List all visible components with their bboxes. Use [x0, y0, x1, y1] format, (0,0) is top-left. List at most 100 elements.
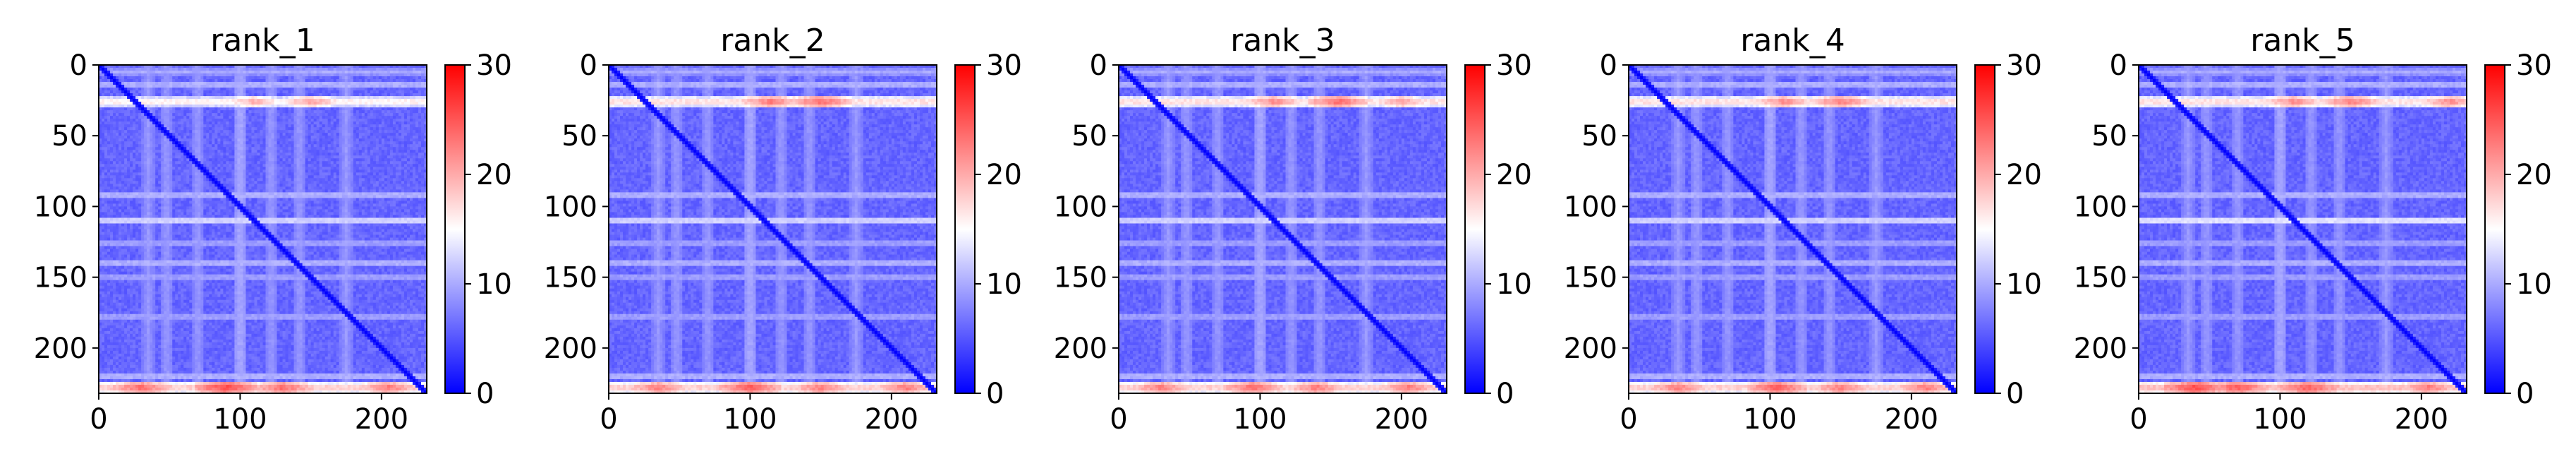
heatmap-cell — [311, 93, 315, 97]
heatmap-cell — [152, 88, 156, 91]
heatmap-cell — [214, 85, 218, 88]
heatmap-cell — [147, 96, 150, 100]
heatmap-cell — [209, 68, 212, 71]
heatmap-cell — [198, 79, 201, 83]
heatmap-cell — [183, 82, 187, 85]
heatmap-cell — [382, 79, 385, 83]
heatmap-cell — [251, 68, 255, 71]
heatmap-cell — [328, 71, 332, 74]
heatmap-cell — [226, 93, 229, 97]
heatmap-cell — [152, 71, 156, 74]
heatmap-cell — [336, 96, 340, 100]
heatmap-cell — [342, 68, 346, 71]
heatmap-cell — [110, 96, 114, 100]
heatmap-cell — [288, 68, 292, 71]
heatmap-cell — [150, 96, 153, 100]
heatmap-cell — [181, 93, 184, 97]
heatmap-cell — [286, 82, 289, 85]
heatmap-cell — [217, 96, 221, 100]
heatmap-cell — [217, 82, 221, 85]
heatmap-cell — [311, 68, 315, 71]
heatmap-cell — [104, 76, 108, 80]
heatmap-cell — [294, 82, 298, 85]
heatmap-cell — [245, 68, 249, 71]
heatmap-cell — [107, 88, 111, 91]
heatmap-cell — [351, 88, 354, 91]
heatmap-cell — [121, 85, 125, 88]
heatmap-cell — [135, 90, 139, 94]
heatmap-cell — [367, 88, 371, 91]
heatmap-cell — [300, 73, 303, 77]
heatmap-cell — [212, 71, 215, 74]
heatmap-cell — [334, 93, 337, 97]
heatmap-cell — [353, 73, 357, 77]
heatmap-cell — [220, 82, 224, 85]
heatmap-cell — [396, 85, 399, 88]
heatmap-cell — [203, 93, 207, 97]
heatmap-cell — [317, 88, 320, 91]
heatmap-cell — [365, 90, 368, 94]
heatmap-cell — [365, 82, 368, 85]
heatmap-cell — [413, 88, 416, 91]
heatmap-cell — [263, 90, 267, 94]
heatmap-cell — [370, 90, 374, 94]
heatmap-cell — [351, 85, 354, 88]
heatmap-cell — [217, 68, 221, 71]
heatmap-cell — [322, 90, 326, 94]
heatmap-cell — [192, 93, 195, 97]
heatmap-cell — [376, 82, 379, 85]
heatmap-cell — [286, 68, 289, 71]
heatmap-cell — [291, 79, 295, 83]
heatmap-cell — [415, 90, 419, 94]
heatmap-cell — [102, 79, 105, 83]
heatmap-cell — [198, 73, 201, 77]
heatmap-cell — [212, 68, 215, 71]
heatmap-cell — [353, 88, 357, 91]
heatmap-cell — [353, 82, 357, 85]
heatmap-panel-1: rank_10 100 2000501001502000102030 — [34, 23, 512, 436]
heatmap-cell — [384, 88, 388, 91]
heatmap-cell — [135, 88, 139, 91]
heatmap-cell — [206, 93, 209, 97]
heatmap-cell — [254, 73, 257, 77]
heatmap-cell — [200, 76, 204, 80]
heatmap-cell — [231, 76, 235, 80]
heatmap-cell — [320, 93, 323, 97]
heatmap-cell — [203, 85, 207, 88]
heatmap-cell — [367, 68, 371, 71]
heatmap-cell — [418, 88, 422, 91]
heatmap-cell — [401, 88, 405, 91]
heatmap-cell — [370, 82, 374, 85]
heatmap-cell — [331, 68, 334, 71]
heatmap-cell — [135, 68, 139, 71]
heatmap-cell — [277, 73, 281, 77]
heatmap-cell — [198, 71, 201, 74]
heatmap-cell — [195, 88, 198, 91]
heatmap-cell — [269, 82, 272, 85]
heatmap-cell — [286, 71, 289, 74]
heatmap-cell — [345, 68, 348, 71]
heatmap-cell — [314, 96, 317, 100]
heatmap-cell — [144, 82, 147, 85]
heatmap-cell — [127, 68, 130, 71]
heatmap-cell — [331, 88, 334, 91]
heatmap-cell — [260, 90, 263, 94]
heatmap-cell — [104, 88, 108, 91]
heatmap-cell — [356, 90, 360, 94]
heatmap-cell — [203, 90, 207, 94]
heatmap-cell — [172, 88, 176, 91]
heatmap-cell — [404, 82, 408, 85]
heatmap-cell — [286, 76, 289, 80]
heatmap-cell — [365, 88, 368, 91]
heatmap-cell — [325, 73, 329, 77]
heatmap-cell — [311, 79, 315, 83]
heatmap-cell — [175, 90, 178, 94]
heatmap-cell — [342, 73, 346, 77]
heatmap-cell — [367, 76, 371, 80]
heatmap-cell — [413, 79, 416, 83]
heatmap-cell — [379, 68, 382, 71]
heatmap-cell — [107, 73, 111, 77]
heatmap-cell — [266, 96, 269, 100]
heatmap-cell — [314, 68, 317, 71]
heatmap-cell — [387, 76, 391, 80]
